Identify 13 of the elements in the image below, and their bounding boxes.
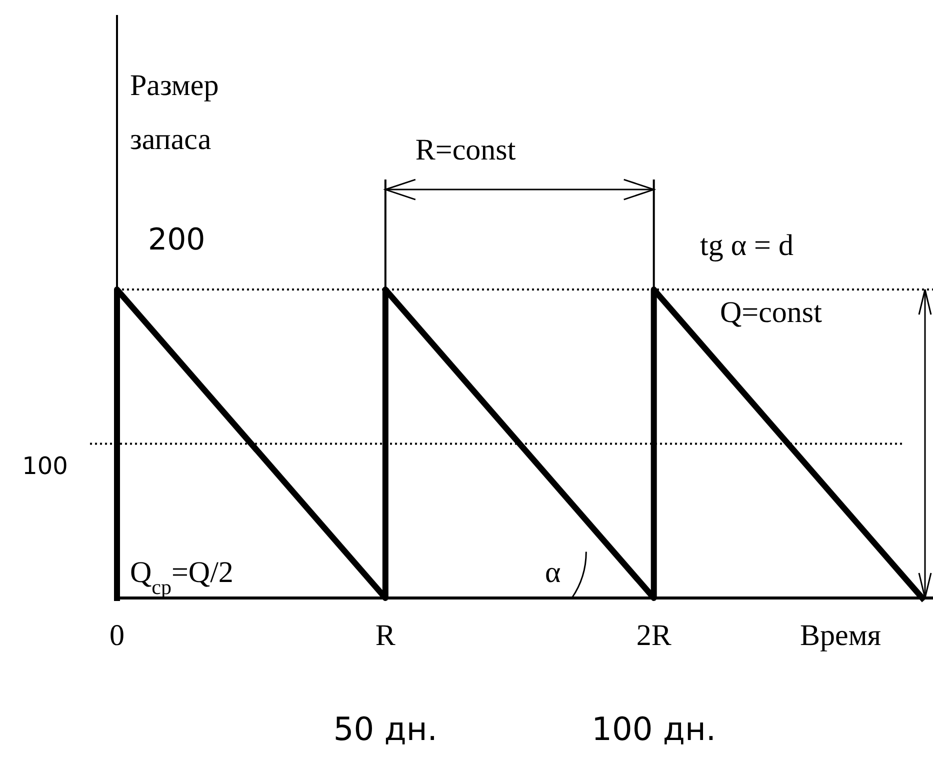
x-axis-title: Время	[800, 619, 882, 652]
annotation: 2R	[636, 619, 672, 652]
x-tick-label: 100 дн.	[592, 710, 716, 748]
ref-line-label: 100	[22, 452, 68, 480]
annotation: tg α = d	[700, 229, 794, 262]
annotation: 0	[110, 619, 124, 652]
annotation: α	[545, 556, 561, 589]
annotation: R	[375, 619, 396, 652]
x-tick-label: 50 дн.	[333, 710, 438, 748]
ref-line-label: 200	[148, 222, 206, 258]
annotation: Q=const	[720, 296, 823, 329]
annotation: R=const	[415, 134, 516, 167]
y-axis-title: Размер запаса	[130, 69, 219, 156]
